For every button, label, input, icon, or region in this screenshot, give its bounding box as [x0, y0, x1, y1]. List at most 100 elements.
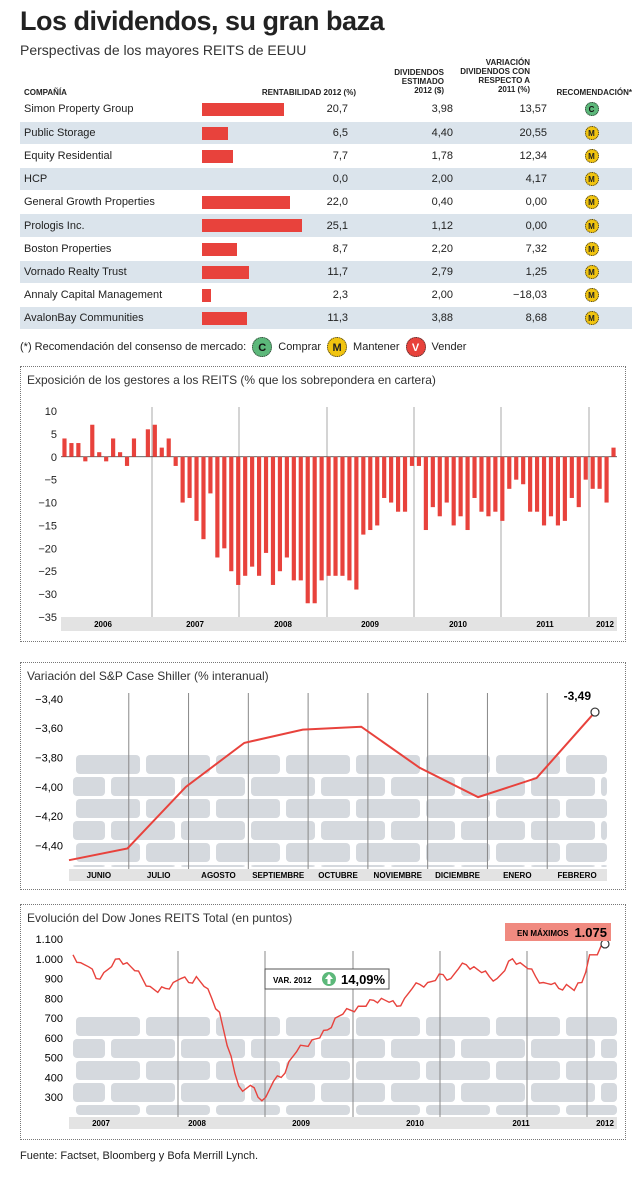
recommendation-badge-icon: M [584, 148, 599, 163]
brick-shape [426, 1017, 490, 1036]
x-tick-label: NOVIEMBRE [374, 871, 423, 880]
page-subtitle: Perspectivas de los mayores REITS de EEU… [20, 42, 307, 58]
variation-value: −18,03 [457, 283, 551, 308]
x-tick-label: 2011 [512, 1119, 530, 1128]
max-badge-label: EN MÁXIMOS [517, 929, 569, 938]
yield-bar-cell [196, 98, 300, 122]
exposure-bar [493, 456, 498, 512]
caseshiller-panel: Variación del S&P Case Shiller (% intera… [20, 662, 626, 890]
header-var: VARIACIÓN DIVIDENDOS CON RESPECTO A 2011… [460, 58, 530, 94]
x-axis-band [69, 869, 607, 881]
exposure-bar [250, 456, 255, 567]
up-arrow-glyph [325, 974, 333, 984]
exposure-bar [361, 456, 366, 535]
exposure-bar [305, 456, 310, 604]
exposure-bar [131, 438, 137, 457]
brick-shape [286, 755, 350, 774]
yield-value: 8,7 [300, 237, 352, 261]
brick-shape [531, 821, 595, 840]
brick-shape [566, 843, 607, 862]
brick-shape [391, 1039, 455, 1058]
y-tick-label: −3,40 [35, 694, 63, 706]
brick-shape [251, 821, 315, 840]
brick-shape [286, 1017, 350, 1036]
recommendation-cell: M [551, 167, 632, 192]
y-tick-label: −25 [38, 566, 57, 578]
yield-bar [202, 149, 233, 163]
brick-shape [496, 1017, 560, 1036]
x-tick-label: 2007 [92, 1119, 110, 1128]
exposure-bar [569, 456, 574, 498]
brick-shape [566, 1105, 617, 1115]
exposure-bar [451, 456, 456, 526]
brick-shape [76, 1017, 140, 1036]
x-tick-label: 2009 [292, 1119, 310, 1128]
x-tick-label: SEPTIEMBRE [252, 871, 305, 880]
exposure-bar [270, 456, 276, 585]
exposure-bar [277, 456, 283, 572]
company-name: Prologis Inc. [20, 213, 196, 238]
brick-shape [496, 1105, 560, 1115]
x-tick-label: 2010 [449, 620, 467, 629]
exposure-bar [444, 456, 449, 503]
y-tick-label: −20 [38, 543, 57, 555]
brick-shape [461, 1039, 525, 1058]
exposure-bar [548, 456, 554, 517]
legend-sell: Vender [431, 341, 467, 353]
brick-shape [73, 821, 105, 840]
yield-bar-cell [196, 167, 300, 192]
x-tick-label: DICIEMBRE [435, 871, 481, 880]
exposure-bar [541, 456, 547, 526]
recommendation-badge-icon: M [584, 241, 599, 256]
exposure-bar [222, 456, 227, 549]
recommendation-cell: M [551, 213, 632, 238]
recommendation-badge-icon: M [584, 218, 599, 233]
exposure-bar [194, 456, 199, 521]
exposure-bar [375, 456, 380, 526]
brick-shape [73, 865, 105, 867]
brick-shape [566, 755, 607, 774]
x-tick-label: 2012 [596, 620, 614, 629]
brick-shape [73, 1039, 105, 1058]
recommendation-cell: M [551, 121, 632, 145]
exposure-bar [583, 456, 588, 480]
table-row: AvalonBay Communities 11,3 3,88 8,68 M [20, 306, 632, 331]
exposure-bar [521, 456, 526, 485]
y-tick-label: −4,40 [35, 841, 63, 853]
brick-shape [356, 799, 420, 818]
recommendation-badge-icon: C [584, 102, 599, 117]
source-note: Fuente: Factset, Bloomberg y Bofa Merril… [20, 1150, 259, 1162]
yield-bar-cell [196, 283, 300, 308]
exposure-bar [597, 456, 602, 489]
yield-value: 6,5 [300, 121, 352, 145]
recommendation-cell: M [551, 237, 632, 261]
exposure-bar [472, 456, 477, 498]
yield-bar [202, 289, 212, 302]
yield-bar [202, 312, 248, 326]
brick-shape [531, 1083, 595, 1102]
recommendation-badge-icon: M [584, 288, 599, 303]
company-name: Simon Property Group [20, 98, 196, 122]
brick-shape [356, 755, 420, 774]
brick-shape [251, 1039, 315, 1058]
variation-value: 13,57 [457, 98, 551, 122]
header-rec: RECOMENDACIÓN* [556, 88, 632, 97]
exposure-bar [166, 438, 171, 457]
yield-value: 0,0 [300, 167, 352, 192]
dividend-value: 0,40 [352, 190, 457, 215]
x-axis-band [61, 617, 617, 631]
brick-shape [461, 1083, 525, 1102]
dowjones-panel: Evolución del Dow Jones REITS Total (en … [20, 904, 626, 1140]
exposure-title: Exposición de los gestores a los REITS (… [27, 373, 436, 387]
yield-bar-cell [196, 213, 302, 238]
variation-value: 4,17 [457, 167, 551, 192]
x-tick-label: 2012 [596, 1119, 614, 1128]
dividend-value: 1,78 [352, 144, 457, 169]
brick-shape [391, 1083, 455, 1102]
dividend-value: 3,98 [352, 98, 457, 122]
company-name: HCP [20, 167, 196, 192]
exposure-bar [111, 438, 116, 457]
exposure-bar [409, 456, 415, 466]
y-tick-label: 800 [45, 993, 63, 1005]
header-div: DIVIDENDOS ESTIMADO 2012 ($) [394, 68, 444, 95]
